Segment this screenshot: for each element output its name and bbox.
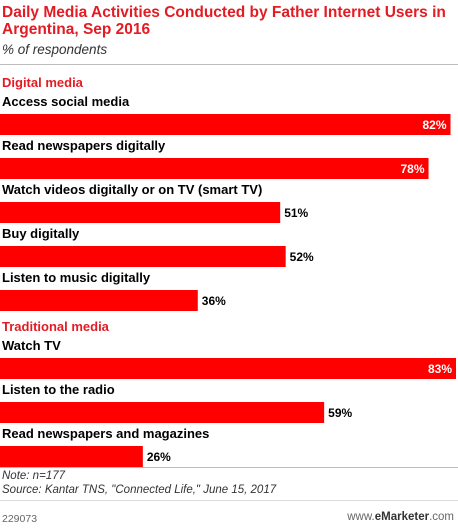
bar-chart: Digital media Access social media 82% Read …	[0, 75, 456, 467]
category-label: Listen to the radio	[2, 382, 115, 397]
category-label: Watch videos digitally or on TV (smart T…	[2, 182, 262, 197]
chart-subtitle: % of respondents	[2, 42, 108, 57]
category-label: Buy digitally	[2, 226, 80, 241]
source-text: Source: Kantar TNS, "Connected Life," Ju…	[2, 484, 277, 496]
chart-id: 229073	[2, 513, 38, 525]
bar	[0, 290, 198, 311]
value-label: 26%	[147, 450, 171, 464]
category-label: Read newspapers and magazines	[2, 426, 209, 441]
bar	[0, 446, 143, 467]
group-heading: Traditional media	[2, 319, 110, 334]
bar	[0, 114, 451, 135]
bar	[0, 402, 325, 423]
value-label: 83%	[428, 362, 452, 376]
brand-mark: www.eMarketer.com	[347, 511, 454, 523]
bottom-rule	[0, 500, 458, 501]
value-label: 51%	[284, 206, 308, 220]
value-label: 59%	[328, 406, 352, 420]
footnote: Note: n=177	[2, 470, 65, 482]
category-label: Access social media	[2, 94, 130, 109]
value-label: 82%	[422, 118, 446, 132]
category-label: Read newspapers digitally	[2, 138, 166, 153]
value-label: 36%	[202, 294, 226, 308]
group-heading: Digital media	[2, 75, 84, 90]
bar	[0, 158, 429, 179]
value-label: 52%	[290, 250, 314, 264]
footer-divider	[0, 467, 458, 468]
chart-title: Daily Media Activities Conducted by Fath…	[2, 4, 446, 38]
brand-name: eMarketer	[374, 511, 430, 523]
bar	[0, 202, 281, 223]
brand-prefix: www.	[347, 511, 375, 523]
value-label: 78%	[400, 162, 424, 176]
bar	[0, 358, 456, 379]
brand-suffix: .com	[429, 511, 454, 523]
header-divider	[0, 64, 458, 65]
bar	[0, 246, 286, 267]
category-label: Watch TV	[2, 338, 61, 353]
category-label: Listen to music digitally	[2, 270, 151, 285]
